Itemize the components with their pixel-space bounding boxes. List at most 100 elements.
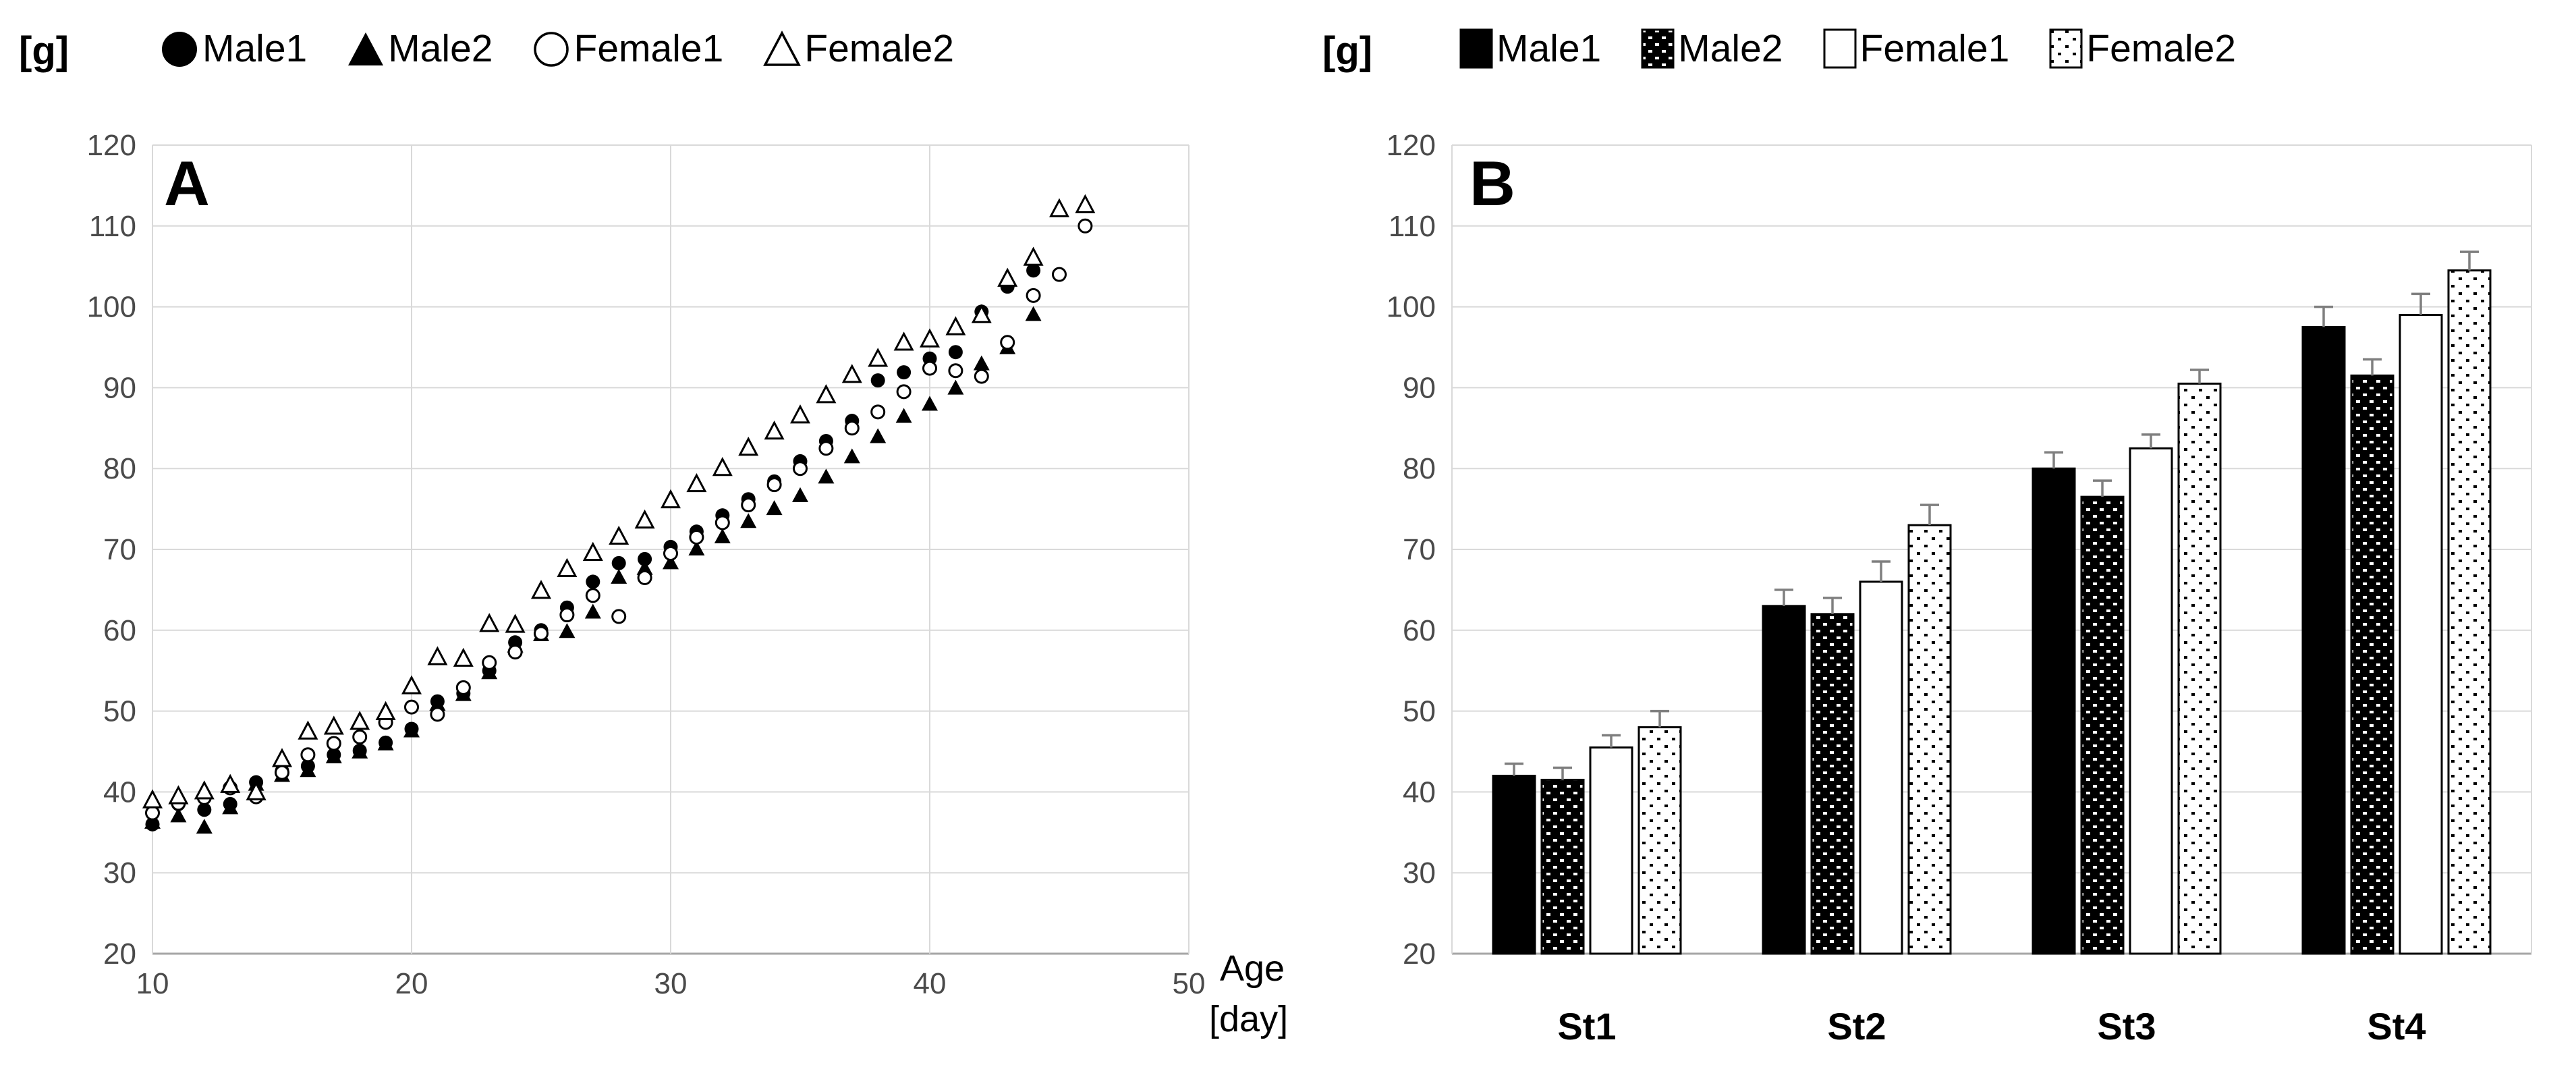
panel-a-label: A <box>164 148 210 219</box>
x-tick-label: 50 <box>1173 967 1206 1000</box>
scatter-point-male2 <box>584 603 601 619</box>
y-tick-label: 50 <box>103 695 136 728</box>
y-tick-label: 90 <box>1403 371 1436 404</box>
bar-female2-st3 <box>2177 382 2222 955</box>
y-tick-label: 50 <box>1403 695 1436 728</box>
category-label: St3 <box>2097 1005 2156 1047</box>
bar-male1-st2 <box>1762 605 1806 955</box>
y-tick-label: 20 <box>1403 937 1436 971</box>
scatter-point-female1 <box>896 384 912 400</box>
scatter-point-male2 <box>611 568 627 584</box>
scatter-point-female1 <box>715 515 730 530</box>
scatter-point-male2 <box>325 748 342 763</box>
bar-female1-st3 <box>2129 447 2173 955</box>
scatter-point-female2 <box>661 489 681 509</box>
scatter-point-male2 <box>922 396 938 411</box>
scatter-point-male2 <box>429 696 446 711</box>
scatter-point-female2 <box>816 384 837 404</box>
y-tick-label: 90 <box>103 371 136 404</box>
legend-label: Female1 <box>1859 27 2010 70</box>
scatter-point-female2 <box>142 789 163 809</box>
scatter-point-female2 <box>997 267 1018 287</box>
scatter-point-female2 <box>764 420 785 440</box>
scatter-point-female2 <box>609 525 629 545</box>
bar-male2-st1 <box>1540 778 1585 955</box>
scatter-point-male1 <box>897 365 912 380</box>
scatter-point-male2 <box>403 722 420 738</box>
scatter-point-female1 <box>326 736 341 751</box>
scatter-point-female2 <box>686 472 707 493</box>
scatter-point-male2 <box>843 448 860 464</box>
open-triangle-icon <box>763 30 802 66</box>
bar-male1-st3 <box>2032 467 2076 955</box>
scatter-point-female2 <box>582 541 603 561</box>
scatter-point-female2 <box>194 780 215 800</box>
scatter-point-female2 <box>349 711 370 730</box>
white-swatch-icon <box>1823 28 1856 69</box>
legend-label: Male1 <box>202 27 308 70</box>
bar-female2-st2 <box>1907 524 1952 955</box>
panel-a-legend: Male1 Male2 Female1 Female2 <box>161 20 993 77</box>
legend-label: Female1 <box>573 27 724 70</box>
scatter-point-female2 <box>920 328 940 348</box>
y-unit-label-b: [g] <box>1322 29 1373 73</box>
scatter-point-female1 <box>455 680 471 695</box>
category-label: St1 <box>1557 1005 1616 1047</box>
scatter-point-male2 <box>196 819 213 834</box>
scatter-point-male2 <box>740 513 757 528</box>
scatter-point-female2 <box>738 437 759 456</box>
scatter-point-male2 <box>947 379 964 395</box>
scatter-point-female1 <box>741 497 756 513</box>
scatter-point-male2 <box>663 554 679 570</box>
scatter-point-female2 <box>272 748 292 767</box>
y-tick-label: 120 <box>1387 129 1436 162</box>
scatter-point-male1 <box>870 373 885 388</box>
scatter-point-male1 <box>197 802 212 817</box>
y-tick-label: 40 <box>1403 775 1436 809</box>
scatter-point-male1 <box>1026 263 1041 278</box>
legend-label: Male2 <box>388 27 493 70</box>
scatter-point-female1 <box>1077 218 1093 234</box>
scatter-point-female1 <box>275 765 289 780</box>
scatter-point-female1 <box>844 420 860 436</box>
y-tick-label: 100 <box>87 291 136 324</box>
scatter-point-female1 <box>404 699 419 715</box>
scatter-point-female2 <box>220 773 241 793</box>
scatter-point-female1 <box>585 588 600 603</box>
scatter-point-female2 <box>375 701 396 720</box>
filled-circle-icon <box>162 32 197 67</box>
bar-female1-st4 <box>2399 314 2443 955</box>
x-tick-label: 10 <box>136 967 169 1000</box>
scatter-point-male2 <box>792 487 808 502</box>
scatter-point-female2 <box>505 614 526 633</box>
scatter-point-female2 <box>945 316 966 335</box>
scatter-point-male2 <box>973 355 990 371</box>
y-tick-label: 80 <box>103 452 136 485</box>
scatter-point-female2 <box>634 509 655 529</box>
legend-label: Female2 <box>804 27 955 70</box>
scatter-point-female2 <box>453 647 474 667</box>
legend-label: Male2 <box>1678 27 1783 70</box>
x-tick-label: 30 <box>654 967 688 1000</box>
legend-label: Female2 <box>2086 27 2237 70</box>
scatter-point-male2 <box>818 468 835 484</box>
scatter-point-female1 <box>793 461 808 476</box>
scatter-point-female2 <box>893 331 914 351</box>
scatter-point-female2 <box>868 348 889 367</box>
scatter-point-male1 <box>586 574 600 589</box>
scatter-point-male2 <box>714 528 731 544</box>
y-tick-label: 60 <box>1403 614 1436 647</box>
bar-female2-st4 <box>2447 269 2492 955</box>
scatter-point-male2 <box>1025 306 1042 321</box>
category-label: St2 <box>1827 1005 1886 1047</box>
panel-b-plot: 120 110 100 90 80 70 60 50 40 30 20 St1 St2 St3 St4 <box>1387 129 2532 1047</box>
scatter-point-female1 <box>1000 335 1015 350</box>
legend-item-female1: Female1 <box>1822 26 2010 71</box>
scatter-point-female1 <box>870 404 886 420</box>
scatter-point-female1 <box>1026 288 1041 303</box>
legend-item-female2: Female2 <box>2048 26 2236 71</box>
panel-b-label: B <box>1469 148 1515 219</box>
scatter-point-female1 <box>974 369 989 384</box>
scatter-point-female1 <box>352 729 368 744</box>
